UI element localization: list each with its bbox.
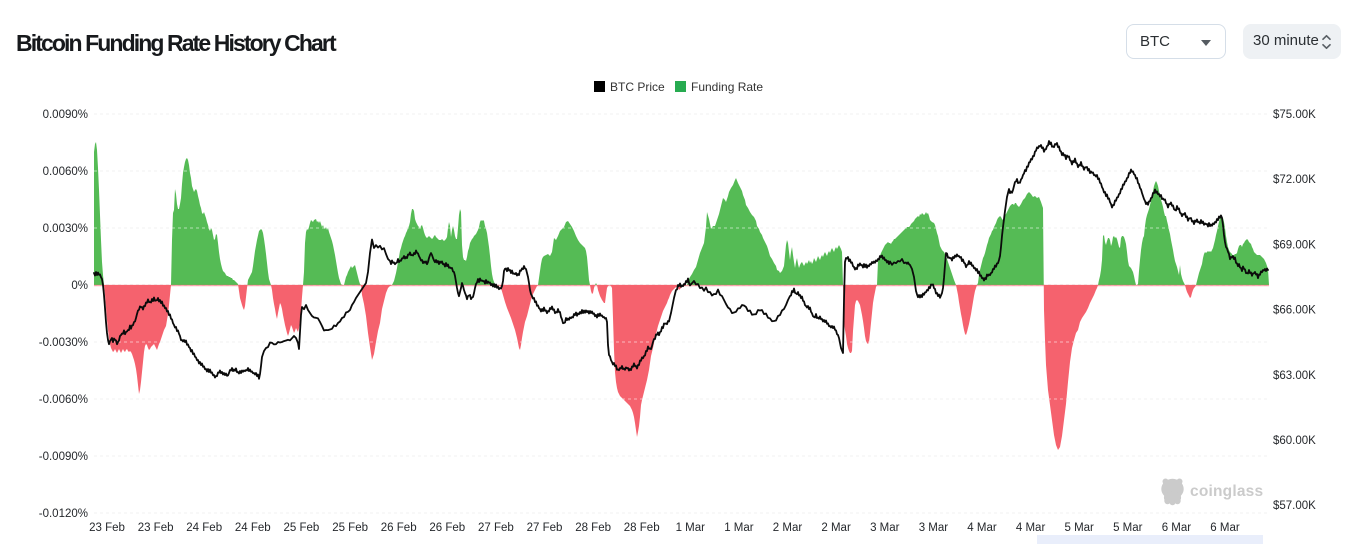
svg-text:$60.00K: $60.00K (1273, 435, 1316, 447)
svg-text:26 Feb: 26 Feb (381, 522, 417, 534)
svg-text:0%: 0% (71, 280, 88, 292)
svg-text:-0.0060%: -0.0060% (39, 394, 88, 406)
svg-text:1 Mar: 1 Mar (676, 522, 706, 534)
svg-text:1 Mar: 1 Mar (724, 522, 754, 534)
svg-text:4 Mar: 4 Mar (1016, 522, 1046, 534)
svg-text:$69.00K: $69.00K (1273, 239, 1316, 251)
svg-text:$57.00K: $57.00K (1273, 500, 1316, 512)
svg-text:3 Mar: 3 Mar (919, 522, 949, 534)
svg-text:6 Mar: 6 Mar (1210, 522, 1240, 534)
svg-text:5 Mar: 5 Mar (1113, 522, 1143, 534)
svg-text:28 Feb: 28 Feb (624, 522, 660, 534)
svg-text:$72.00K: $72.00K (1273, 174, 1316, 186)
svg-text:coinglass: coinglass (1190, 483, 1263, 500)
svg-text:0.0060%: 0.0060% (43, 166, 88, 178)
svg-text:$75.00K: $75.00K (1273, 109, 1316, 121)
svg-text:27 Feb: 27 Feb (478, 522, 514, 534)
svg-text:23 Feb: 23 Feb (89, 522, 125, 534)
svg-text:4 Mar: 4 Mar (967, 522, 997, 534)
svg-text:$66.00K: $66.00K (1273, 305, 1316, 317)
svg-text:25 Feb: 25 Feb (332, 522, 368, 534)
svg-text:24 Feb: 24 Feb (186, 522, 222, 534)
svg-text:-0.0090%: -0.0090% (39, 451, 88, 463)
svg-text:BTC Price: BTC Price (610, 80, 665, 94)
svg-text:26 Feb: 26 Feb (429, 522, 465, 534)
svg-text:27 Feb: 27 Feb (527, 522, 563, 534)
svg-text:28 Feb: 28 Feb (575, 522, 611, 534)
svg-text:-0.0030%: -0.0030% (39, 337, 88, 349)
svg-text:0.0090%: 0.0090% (43, 109, 88, 121)
svg-text:$63.00K: $63.00K (1273, 370, 1316, 382)
svg-text:Funding Rate: Funding Rate (691, 80, 763, 94)
svg-text:2 Mar: 2 Mar (821, 522, 851, 534)
svg-text:2 Mar: 2 Mar (773, 522, 803, 534)
svg-text:24 Feb: 24 Feb (235, 522, 271, 534)
svg-text:5 Mar: 5 Mar (1064, 522, 1094, 534)
svg-text:23 Feb: 23 Feb (138, 522, 174, 534)
svg-text:0.0030%: 0.0030% (43, 223, 88, 235)
svg-text:6 Mar: 6 Mar (1162, 522, 1192, 534)
svg-text:3 Mar: 3 Mar (870, 522, 900, 534)
svg-text:25 Feb: 25 Feb (283, 522, 319, 534)
svg-text:-0.0120%: -0.0120% (39, 508, 88, 520)
